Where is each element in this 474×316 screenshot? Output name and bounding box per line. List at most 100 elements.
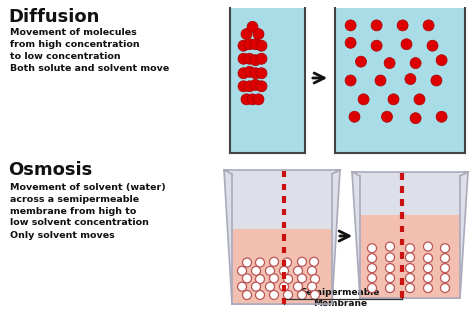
Bar bbox=[335, 8, 465, 153]
Polygon shape bbox=[224, 170, 340, 304]
Circle shape bbox=[345, 75, 356, 86]
Circle shape bbox=[298, 274, 307, 283]
Circle shape bbox=[440, 264, 449, 273]
Circle shape bbox=[253, 29, 264, 40]
Circle shape bbox=[440, 283, 449, 293]
Text: Diffusion: Diffusion bbox=[8, 8, 100, 26]
Circle shape bbox=[367, 274, 376, 283]
Circle shape bbox=[238, 68, 249, 79]
Circle shape bbox=[256, 53, 267, 64]
Circle shape bbox=[367, 283, 376, 293]
Text: Movement of solvent (water)
across a semipermeable
membrane from high to
low sol: Movement of solvent (water) across a sem… bbox=[10, 183, 166, 228]
Circle shape bbox=[255, 275, 264, 284]
Bar bbox=[232, 228, 332, 304]
Circle shape bbox=[283, 290, 292, 300]
Circle shape bbox=[247, 94, 258, 105]
Circle shape bbox=[371, 20, 382, 31]
Circle shape bbox=[367, 244, 376, 253]
Circle shape bbox=[440, 254, 449, 263]
Circle shape bbox=[243, 258, 252, 267]
Circle shape bbox=[298, 257, 307, 266]
Circle shape bbox=[270, 290, 279, 300]
Circle shape bbox=[397, 20, 408, 31]
Circle shape bbox=[298, 290, 307, 300]
Circle shape bbox=[405, 244, 414, 253]
Polygon shape bbox=[352, 172, 468, 298]
Circle shape bbox=[385, 253, 394, 262]
Circle shape bbox=[436, 111, 447, 122]
Circle shape bbox=[427, 40, 438, 51]
Circle shape bbox=[243, 274, 252, 283]
Circle shape bbox=[310, 275, 319, 284]
Circle shape bbox=[414, 94, 425, 105]
Circle shape bbox=[252, 266, 261, 275]
Circle shape bbox=[293, 282, 302, 291]
Circle shape bbox=[280, 282, 289, 291]
Text: Osmosis: Osmosis bbox=[8, 161, 92, 179]
Circle shape bbox=[423, 242, 432, 251]
Circle shape bbox=[423, 274, 432, 283]
Circle shape bbox=[410, 113, 421, 124]
Circle shape bbox=[247, 21, 258, 32]
Circle shape bbox=[371, 40, 382, 51]
Circle shape bbox=[382, 111, 392, 122]
Circle shape bbox=[423, 264, 432, 273]
Circle shape bbox=[310, 290, 319, 300]
Circle shape bbox=[367, 254, 376, 263]
Circle shape bbox=[244, 81, 255, 92]
Circle shape bbox=[310, 257, 319, 266]
Circle shape bbox=[256, 68, 267, 79]
Circle shape bbox=[238, 40, 249, 51]
Circle shape bbox=[270, 274, 279, 283]
Circle shape bbox=[238, 53, 249, 64]
Circle shape bbox=[252, 282, 261, 291]
Circle shape bbox=[423, 283, 432, 293]
Circle shape bbox=[256, 81, 267, 92]
Circle shape bbox=[244, 53, 255, 64]
Circle shape bbox=[385, 283, 394, 293]
Circle shape bbox=[255, 290, 264, 300]
Bar bbox=[230, 8, 305, 153]
Circle shape bbox=[405, 264, 414, 273]
Text: Only solvent moves: Only solvent moves bbox=[10, 231, 115, 240]
Circle shape bbox=[384, 58, 395, 69]
Circle shape bbox=[256, 40, 267, 51]
Circle shape bbox=[237, 266, 246, 275]
Circle shape bbox=[293, 266, 302, 275]
Circle shape bbox=[308, 282, 317, 291]
Circle shape bbox=[410, 58, 421, 69]
Circle shape bbox=[255, 258, 264, 267]
Circle shape bbox=[385, 264, 394, 273]
Circle shape bbox=[401, 39, 412, 50]
Circle shape bbox=[345, 20, 356, 31]
Circle shape bbox=[358, 94, 369, 105]
Circle shape bbox=[367, 264, 376, 273]
Circle shape bbox=[265, 266, 274, 275]
Circle shape bbox=[388, 94, 399, 105]
Circle shape bbox=[280, 266, 289, 275]
Circle shape bbox=[423, 254, 432, 263]
Circle shape bbox=[308, 266, 317, 275]
Circle shape bbox=[241, 94, 252, 105]
Circle shape bbox=[243, 290, 252, 300]
Circle shape bbox=[250, 39, 261, 50]
Circle shape bbox=[385, 274, 394, 283]
Circle shape bbox=[250, 55, 261, 66]
Bar bbox=[360, 215, 460, 298]
Circle shape bbox=[440, 274, 449, 283]
Circle shape bbox=[356, 56, 366, 67]
Circle shape bbox=[237, 282, 246, 291]
Circle shape bbox=[265, 282, 274, 291]
Circle shape bbox=[250, 68, 261, 79]
Circle shape bbox=[405, 74, 416, 85]
Circle shape bbox=[405, 274, 414, 283]
Circle shape bbox=[241, 29, 252, 40]
Circle shape bbox=[238, 81, 249, 92]
Circle shape bbox=[250, 79, 261, 90]
Circle shape bbox=[385, 242, 394, 251]
Circle shape bbox=[283, 258, 292, 267]
Circle shape bbox=[375, 75, 386, 86]
Circle shape bbox=[440, 244, 449, 253]
Circle shape bbox=[405, 253, 414, 262]
Text: Movement of molecules
from high concentration
to low concentration: Movement of molecules from high concentr… bbox=[10, 28, 140, 61]
